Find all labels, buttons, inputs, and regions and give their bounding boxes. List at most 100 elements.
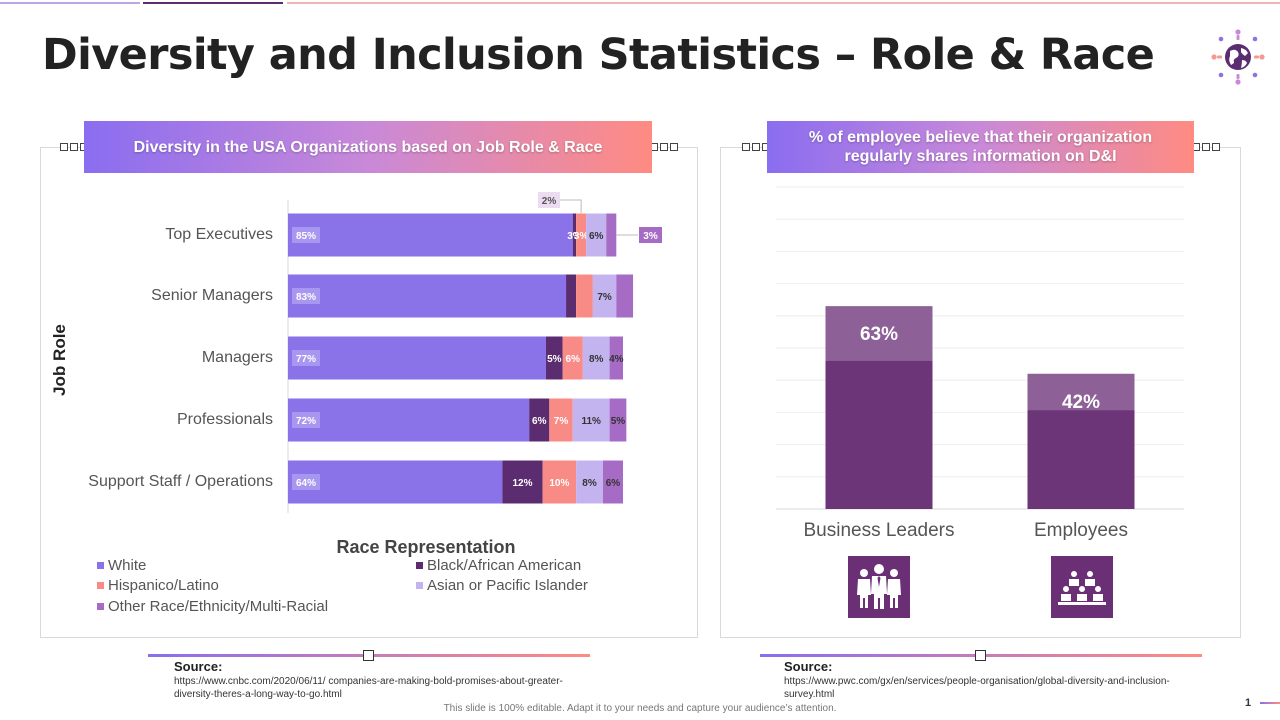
left-chart-header: Diversity in the USA Organizations based… (84, 121, 652, 173)
data-label: 3% (574, 231, 589, 242)
data-label: 11% (581, 416, 601, 427)
legend-label: Asian or Pacific Islander (427, 577, 588, 594)
header-deco-square (742, 143, 750, 151)
legend-swatch (97, 562, 104, 569)
legend-item-hispanic: Hispanico/Latino (97, 577, 219, 594)
data-label: 85% (296, 231, 316, 242)
callout-label: 3% (643, 231, 658, 242)
bar-segment (576, 274, 593, 318)
data-label: 6% (532, 416, 547, 427)
bar-segment (572, 398, 610, 442)
bar-segment (572, 213, 577, 257)
legend-swatch (416, 582, 423, 589)
header-deco-square (752, 143, 760, 151)
column-bar-base (825, 360, 933, 509)
source-title-left: Source: (174, 659, 223, 674)
data-label: 10% (549, 478, 569, 489)
data-label-box (292, 350, 320, 366)
bar-segment (545, 336, 563, 380)
footer-note: This slide is 100% editable. Adapt it to… (443, 703, 837, 714)
bar-segment (529, 398, 550, 442)
data-label: 4% (609, 354, 624, 365)
callout-label: 2% (542, 196, 557, 207)
bar-segment (606, 213, 617, 257)
bar-segment (616, 274, 634, 318)
legend-item-black: Black/African American (416, 557, 581, 574)
globe-people-icon (1211, 29, 1265, 85)
page-number-accent (1260, 702, 1280, 704)
source-title-right: Source: (784, 659, 833, 674)
column-data-label: 42% (1062, 392, 1100, 413)
legend-label: Other Race/Ethnicity/Multi-Racial (108, 598, 329, 615)
data-label-box (292, 288, 320, 304)
bar-segment (288, 460, 503, 504)
data-label: 8% (589, 354, 604, 365)
right-chart-header-text: % of employee believe that their organiz… (808, 129, 1153, 165)
legend-item-asian: Asian or Pacific Islander (416, 577, 588, 594)
source-url-right: https://www.pwc.com/gx/en/services/peopl… (784, 676, 1170, 700)
column-bar-base (1027, 410, 1135, 509)
data-label-box (292, 474, 320, 490)
legend-swatch (97, 582, 104, 589)
page-number: 1 (1245, 697, 1252, 709)
data-label: 6% (566, 354, 581, 365)
data-label: 12% (512, 478, 532, 489)
category-label: Support Staff / Operations (88, 473, 273, 490)
category-label: Managers (201, 349, 273, 366)
bar-segment (549, 398, 573, 442)
top-accent-line-2 (143, 2, 283, 4)
legend-label: Black/African American (427, 557, 582, 574)
bar-segment (609, 398, 627, 442)
bar-segment (576, 213, 587, 257)
bar-segment (602, 460, 623, 504)
source-divider-square (975, 650, 986, 661)
header-deco-square (660, 143, 668, 151)
data-label: 72% (296, 416, 316, 427)
legend-label: White (108, 557, 147, 574)
bar-segment (288, 336, 546, 380)
right-chart-header: % of employee believe that their organiz… (767, 121, 1194, 173)
employees-icon-box (1051, 556, 1113, 618)
data-label: 8% (582, 478, 597, 489)
header-deco-square (1212, 143, 1220, 151)
business-leaders-icon-box (848, 556, 910, 618)
top-accent-line-3 (287, 2, 1280, 4)
bar-segment (609, 336, 623, 380)
bar-segment (576, 460, 603, 504)
header-deco-square (1202, 143, 1210, 151)
data-label: 83% (296, 292, 316, 303)
callout-box (639, 227, 662, 243)
header-deco-square (60, 143, 68, 151)
data-label: 6% (606, 478, 621, 489)
bar-segment (562, 336, 583, 380)
legend-label: Hispanico/Latino (108, 577, 219, 594)
header-deco-square (670, 143, 678, 151)
data-label-box (292, 227, 320, 243)
page-title: Diversity and Inclusion Statistics – Rol… (42, 30, 1155, 80)
employees-icon (1058, 571, 1106, 605)
header-deco-square (70, 143, 78, 151)
bar-segment (288, 398, 530, 442)
data-label: 6% (589, 231, 604, 242)
bar-segment (542, 460, 577, 504)
data-label: 3% (567, 231, 582, 242)
category-label: Top Executives (165, 226, 273, 243)
legend-item-white: White (97, 557, 146, 574)
left-chart-header-text: Diversity in the USA Organizations based… (133, 138, 603, 156)
bar-segment (582, 336, 610, 380)
column-data-label: 63% (860, 324, 898, 345)
callout-box (538, 192, 560, 208)
data-label: 64% (296, 478, 316, 489)
data-label: 7% (597, 292, 612, 303)
category-label: Professionals (176, 411, 273, 428)
bar-segment (288, 274, 567, 318)
data-label-box (292, 412, 320, 428)
source-divider-square (363, 650, 374, 661)
data-label: 77% (296, 354, 316, 365)
category-label: Senior Managers (151, 287, 273, 304)
data-label: 5% (547, 354, 562, 365)
column-category-label: Business Leaders (803, 520, 955, 541)
legend-swatch (97, 603, 104, 610)
